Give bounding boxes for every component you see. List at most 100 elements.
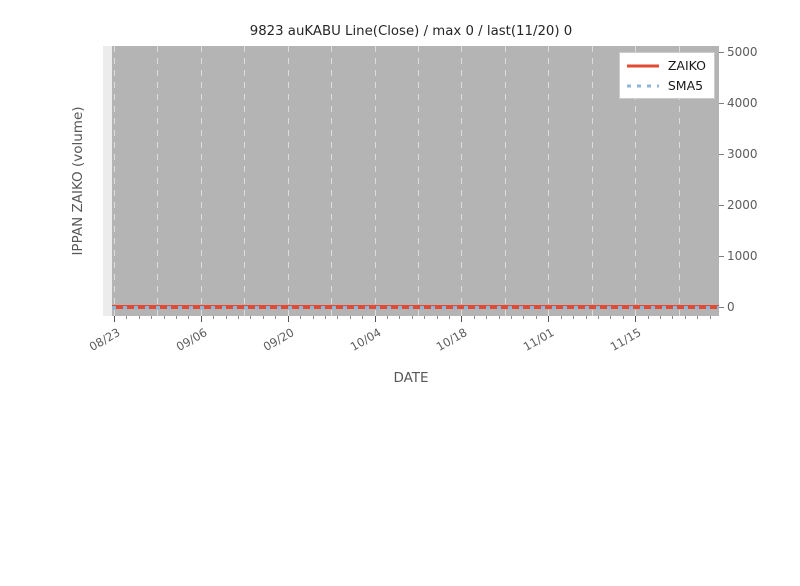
x-axis-minor-tick: [176, 316, 178, 319]
gridline-vertical: [374, 46, 376, 316]
x-axis-minor-tick: [610, 316, 612, 319]
y-axis: 0 1000 2000 3000 4000 5000: [719, 46, 789, 316]
y-tick-label: 4000: [727, 96, 758, 110]
gridline-vertical: [635, 46, 637, 316]
x-axis-major-tick: [635, 316, 637, 322]
x-axis-minor-tick: [523, 316, 525, 319]
y-tick-mark: [719, 204, 724, 206]
x-axis-minor-tick: [672, 316, 674, 319]
x-axis-minor-tick: [213, 316, 215, 319]
y-tick-label: 2000: [727, 198, 758, 212]
x-axis-minor-tick: [362, 316, 364, 319]
x-axis-major-tick: [374, 316, 376, 322]
x-axis-minor-tick: [486, 316, 488, 319]
y-axis-tick: 5000: [719, 45, 758, 59]
y-tick-mark: [719, 153, 724, 155]
y-tick-mark: [719, 102, 724, 104]
gridline-vertical: [331, 46, 333, 316]
y-axis-tick: 2000: [719, 198, 758, 212]
x-axis-minor-tick: [324, 316, 326, 319]
x-axis-minor-tick: [622, 316, 624, 319]
x-axis-minor-tick: [573, 316, 575, 319]
x-axis-minor-tick: [337, 316, 339, 319]
x-axis-minor-tick: [498, 316, 500, 319]
y-axis-tick: 0: [719, 300, 735, 314]
gridline-vertical: [678, 46, 680, 316]
y-tick-label: 0: [727, 300, 735, 314]
x-axis-minor-tick: [250, 316, 252, 319]
x-axis-minor-tick: [151, 316, 153, 319]
x-axis-minor-tick: [399, 316, 401, 319]
series-layer: [103, 46, 719, 316]
x-axis-tick-label: 11/01: [521, 325, 557, 354]
x-axis-tick-label: 10/04: [347, 325, 384, 354]
legend-label-sma5: SMA5: [667, 78, 704, 93]
plot-area: ZAIKO SMA5: [103, 46, 719, 316]
x-axis-minor-tick: [411, 316, 413, 319]
y-axis-title: IPPAN ZAIKO (volume): [70, 106, 86, 256]
x-axis-minor-tick: [473, 316, 475, 319]
legend-item-sma5[interactable]: SMA5: [626, 78, 706, 93]
x-axis-minor-tick: [386, 316, 388, 319]
gridline-vertical: [461, 46, 463, 316]
x-axis-minor-tick: [684, 316, 686, 319]
y-tick-label: 5000: [727, 45, 758, 59]
x-axis-tick-label: 11/15: [607, 325, 644, 354]
y-tick-label: 3000: [727, 147, 758, 161]
series-line-sma5: [112, 305, 719, 309]
x-axis-minor-tick: [436, 316, 438, 319]
x-axis-tick-label: 09/06: [173, 325, 210, 354]
legend-swatch-zaiko-icon: [626, 60, 659, 71]
y-tick-mark: [719, 255, 724, 257]
x-axis-major-tick: [548, 316, 550, 322]
x-axis-minor-tick: [126, 316, 128, 319]
x-axis-minor-tick: [659, 316, 661, 319]
x-axis-title: DATE: [393, 370, 429, 386]
gridline-vertical: [200, 46, 202, 316]
x-axis-minor-tick: [585, 316, 587, 319]
x-axis-minor-tick: [535, 316, 537, 319]
x-axis-minor-tick: [560, 316, 562, 319]
x-axis-major-tick: [287, 316, 289, 322]
gridline-vertical: [418, 46, 419, 316]
gridline-vertical: [114, 46, 115, 316]
x-axis-minor-tick: [238, 316, 240, 319]
x-axis-minor-tick: [312, 316, 314, 319]
x-axis-minor-tick: [275, 316, 277, 319]
x-axis-minor-tick: [647, 316, 649, 319]
chart-title: 9823 auKABU Line(Close) / max 0 / last(1…: [249, 24, 573, 39]
gridline-vertical: [548, 46, 550, 316]
x-axis-minor-tick: [511, 316, 513, 319]
x-axis-minor-tick: [188, 316, 190, 319]
x-axis-minor-tick: [225, 316, 227, 319]
x-axis-minor-tick: [163, 316, 165, 319]
y-tick-label: 1000: [727, 249, 758, 263]
y-tick-mark: [719, 51, 724, 53]
x-axis-major-tick: [200, 316, 202, 322]
x-axis-minor-tick: [597, 316, 599, 319]
y-axis-tick: 3000: [719, 147, 758, 161]
y-axis-tick: 4000: [719, 96, 758, 110]
x-axis: 08/23 09/06 09/20 10/04 10/18 11/01 11/15: [87, 316, 719, 376]
x-axis-major-tick: [114, 316, 115, 322]
x-axis-minor-tick: [262, 316, 264, 319]
gridline-vertical: [504, 46, 506, 316]
x-axis-tick-label: 10/18: [434, 325, 470, 354]
x-axis-minor-tick: [300, 316, 302, 319]
x-axis-minor-tick: [349, 316, 351, 319]
x-axis-minor-tick: [709, 316, 711, 319]
x-axis-minor-tick: [138, 316, 140, 319]
vertical-gridlines: [103, 46, 719, 316]
x-axis-tick-label: 09/20: [260, 325, 297, 354]
x-axis-minor-tick: [697, 316, 699, 319]
x-axis-minor-tick: [424, 316, 426, 319]
gridline-vertical: [287, 46, 289, 316]
chart-legend[interactable]: ZAIKO SMA5: [618, 52, 715, 99]
y-axis-title-wrap: IPPAN ZAIKO (volume): [68, 106, 88, 586]
gridline-vertical: [591, 46, 593, 316]
legend-label-zaiko: ZAIKO: [667, 58, 706, 73]
plot-left-margin-band: [103, 46, 112, 316]
chart-figure: 9823 auKABU Line(Close) / max 0 / last(1…: [70, 24, 789, 386]
legend-item-zaiko[interactable]: ZAIKO: [626, 58, 706, 73]
y-axis-tick: 1000: [719, 249, 758, 263]
